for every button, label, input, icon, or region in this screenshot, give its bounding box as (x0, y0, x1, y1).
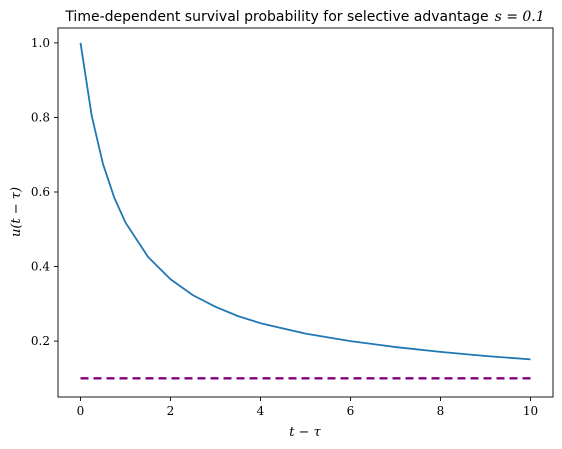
series-line-0 (79, 42, 531, 361)
plot-area (79, 42, 531, 380)
chart-title-text: Time-dependent survival probability for … (64, 9, 488, 25)
y-tick-label: 0.4 (31, 260, 50, 274)
x-axis: 0 2 4 6 8 10 (77, 397, 538, 418)
x-tick-label: 2 (167, 404, 175, 418)
y-tick-label: 0.8 (31, 110, 50, 124)
chart-title: Time-dependent survival probability for … (64, 9, 544, 25)
y-tick-label: 1.0 (31, 36, 50, 50)
x-tick-label: 8 (437, 404, 445, 418)
x-tick-label: 10 (523, 404, 538, 418)
y-tick-label: 0.6 (31, 185, 50, 199)
x-tick-label: 6 (347, 404, 355, 418)
y-axis: 0.2 0.4 0.6 0.8 1.0 (31, 36, 58, 348)
chart-title-math: s = 0.1 (495, 9, 545, 25)
y-tick-label: 0.2 (31, 334, 50, 348)
x-axis-title: t − τ (289, 425, 321, 440)
y-axis-title: u(t − τ) (9, 187, 24, 237)
plot-frame (57, 27, 554, 398)
x-tick-label: 0 (77, 404, 85, 418)
x-tick-label: 4 (257, 404, 265, 418)
